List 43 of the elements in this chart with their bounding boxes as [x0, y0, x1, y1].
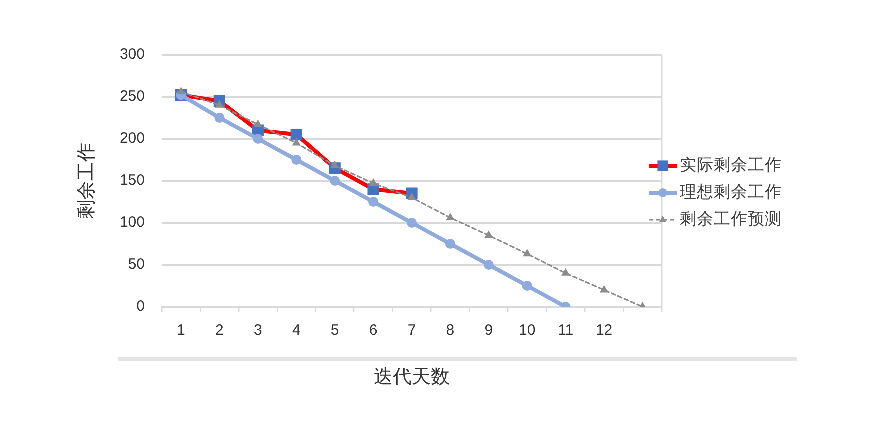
legend-label: 理想剩余工作 [680, 182, 782, 202]
point [254, 120, 262, 128]
y-tick-label: 300 [120, 46, 145, 64]
point [407, 218, 417, 228]
point [562, 268, 570, 276]
point [253, 134, 264, 144]
x-tick-label: 5 [330, 322, 340, 340]
point [177, 87, 186, 94]
legend-label: 剩余工作预测 [680, 210, 782, 229]
x-tick-label: 7 [408, 322, 416, 340]
point [292, 138, 301, 146]
point [484, 231, 493, 238]
x-tick-label: 2 [216, 322, 224, 340]
y-tick-label: 150 [120, 172, 145, 190]
legend-label: 实际剩余工作 [680, 156, 782, 175]
x-tick-label: 9 [484, 322, 494, 340]
point [368, 197, 379, 207]
x-tick-label: 10 [519, 322, 536, 340]
y-axis-title: 剩余工作 [76, 143, 98, 219]
x-tick-label: 3 [254, 322, 262, 340]
point [445, 239, 456, 249]
x-tick-label: 1 [177, 322, 186, 340]
point [214, 113, 225, 123]
x-axis-title: 迭代天数 [374, 366, 450, 388]
point [292, 155, 302, 165]
y-tick-label: 250 [120, 88, 145, 106]
y-tick-label: 100 [120, 214, 145, 232]
point [522, 281, 532, 291]
point [600, 286, 608, 293]
x-tick-label: 12 [596, 322, 613, 340]
point [446, 213, 454, 220]
y-tick-label: 50 [128, 256, 145, 274]
point [523, 250, 532, 257]
point [370, 179, 378, 186]
point [290, 128, 302, 141]
y-tick-label: 0 [136, 298, 145, 316]
x-tick-label: 8 [446, 322, 455, 340]
x-tick-label: 6 [369, 322, 378, 340]
y-tick-label: 200 [120, 130, 145, 148]
point [330, 176, 340, 186]
point [484, 260, 494, 270]
x-tick-label: 11 [558, 322, 574, 340]
x-tick-label: 4 [292, 322, 301, 340]
